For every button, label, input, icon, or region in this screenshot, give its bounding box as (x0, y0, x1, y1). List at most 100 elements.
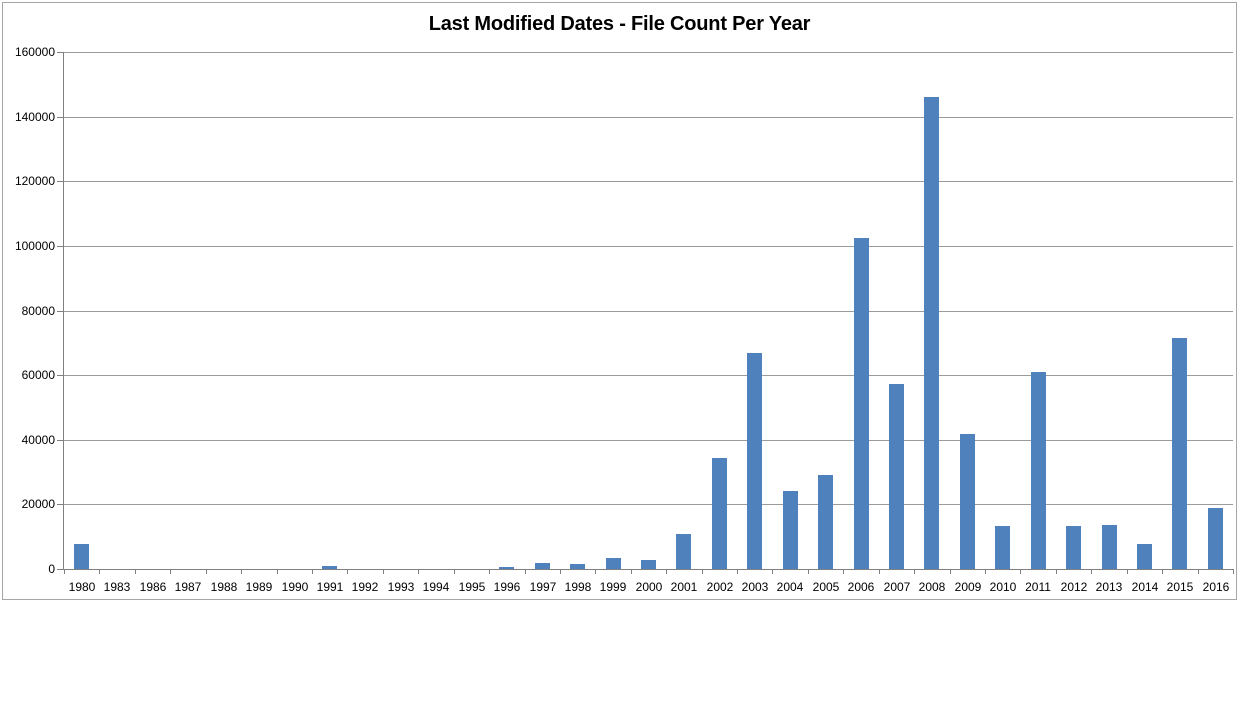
bar-2003[interactable] (747, 353, 762, 569)
x-tick-label-2005: 2005 (812, 580, 840, 594)
x-tick-label-1983: 1983 (103, 580, 131, 594)
y-tick-mark (57, 569, 64, 570)
x-tick-label-2012: 2012 (1060, 580, 1088, 594)
bar-2013[interactable] (1102, 525, 1117, 569)
y-tick-label-0: 0 (48, 562, 55, 576)
gridline-160000 (64, 52, 1233, 53)
y-tick-mark (57, 311, 64, 312)
chart-container: Last Modified Dates - File Count Per Yea… (2, 2, 1237, 600)
x-tick-label-1998: 1998 (564, 580, 592, 594)
bar-2010[interactable] (995, 526, 1010, 569)
x-tick-mark (1056, 570, 1057, 574)
x-tick-label-1992: 1992 (351, 580, 379, 594)
x-tick-mark (595, 570, 596, 574)
y-tick-label-140000: 140000 (14, 110, 55, 124)
x-tick-mark (1127, 570, 1128, 574)
x-tick-label-1991: 1991 (316, 580, 344, 594)
y-tick-mark (57, 181, 64, 182)
x-tick-label-1994: 1994 (422, 580, 450, 594)
x-tick-mark (241, 570, 242, 574)
bar-2014[interactable] (1137, 544, 1152, 569)
x-tick-mark (1162, 570, 1163, 574)
x-tick-label-2010: 2010 (989, 580, 1017, 594)
bar-2006[interactable] (854, 238, 869, 569)
x-tick-mark (1233, 570, 1234, 574)
y-tick-label-80000: 80000 (21, 304, 55, 318)
gridline-100000 (64, 246, 1233, 247)
bar-2016[interactable] (1208, 508, 1223, 569)
gridline-120000 (64, 181, 1233, 182)
x-tick-label-1987: 1987 (174, 580, 202, 594)
x-tick-mark (312, 570, 313, 574)
gridline-20000 (64, 504, 1233, 505)
x-tick-label-1995: 1995 (458, 580, 486, 594)
y-tick-mark (57, 117, 64, 118)
x-tick-label-1999: 1999 (599, 580, 627, 594)
bar-2005[interactable] (818, 475, 833, 569)
x-tick-label-1990: 1990 (281, 580, 309, 594)
bar-2004[interactable] (783, 491, 798, 569)
x-axis-line (57, 569, 1234, 570)
y-tick-mark (57, 504, 64, 505)
x-tick-mark (702, 570, 703, 574)
bar-2002[interactable] (712, 458, 727, 569)
bar-2015[interactable] (1172, 338, 1187, 569)
x-tick-label-2015: 2015 (1166, 580, 1194, 594)
bar-1997[interactable] (535, 563, 550, 569)
x-tick-label-2006: 2006 (847, 580, 875, 594)
x-tick-mark (843, 570, 844, 574)
bar-2007[interactable] (889, 384, 904, 569)
bar-2001[interactable] (676, 534, 691, 569)
chart-title: Last Modified Dates - File Count Per Yea… (428, 13, 811, 35)
gridline-40000 (64, 440, 1233, 441)
bar-1991[interactable] (322, 566, 337, 569)
bar-2008[interactable] (924, 97, 939, 569)
x-tick-mark (1091, 570, 1092, 574)
x-tick-label-2003: 2003 (741, 580, 769, 594)
x-tick-label-1989: 1989 (245, 580, 273, 594)
x-tick-mark (772, 570, 773, 574)
x-tick-label-2001: 2001 (670, 580, 698, 594)
gridline-60000 (64, 375, 1233, 376)
x-tick-mark (277, 570, 278, 574)
x-tick-label-2004: 2004 (776, 580, 804, 594)
bar-1998[interactable] (570, 564, 585, 569)
x-tick-label-1980: 1980 (68, 580, 96, 594)
x-tick-mark (170, 570, 171, 574)
bar-2000[interactable] (641, 560, 656, 569)
x-tick-mark (454, 570, 455, 574)
x-tick-label-1986: 1986 (139, 580, 167, 594)
x-tick-mark (560, 570, 561, 574)
bar-2009[interactable] (960, 434, 975, 569)
bar-1996[interactable] (499, 567, 514, 569)
bar-2011[interactable] (1031, 372, 1046, 569)
y-tick-mark (57, 246, 64, 247)
bar-2012[interactable] (1066, 526, 1081, 569)
y-tick-mark (57, 375, 64, 376)
x-tick-mark (99, 570, 100, 574)
x-tick-mark (525, 570, 526, 574)
x-tick-mark (347, 570, 348, 574)
x-tick-mark (1198, 570, 1199, 574)
x-tick-mark (985, 570, 986, 574)
x-tick-mark (914, 570, 915, 574)
gridline-140000 (64, 117, 1233, 118)
x-tick-mark (64, 570, 65, 574)
x-tick-label-1993: 1993 (387, 580, 415, 594)
x-tick-mark (383, 570, 384, 574)
y-tick-label-120000: 120000 (14, 174, 55, 188)
plot-area (64, 52, 1233, 569)
x-tick-mark (631, 570, 632, 574)
bar-1980[interactable] (74, 544, 89, 569)
x-tick-mark (666, 570, 667, 574)
x-tick-mark (135, 570, 136, 574)
x-tick-label-2000: 2000 (635, 580, 663, 594)
x-tick-label-1996: 1996 (493, 580, 521, 594)
bar-1999[interactable] (606, 558, 621, 569)
x-tick-mark (206, 570, 207, 574)
gridline-80000 (64, 311, 1233, 312)
y-tick-label-40000: 40000 (21, 433, 55, 447)
x-tick-label-1988: 1988 (210, 580, 238, 594)
y-tick-label-100000: 100000 (14, 239, 55, 253)
x-tick-mark (418, 570, 419, 574)
